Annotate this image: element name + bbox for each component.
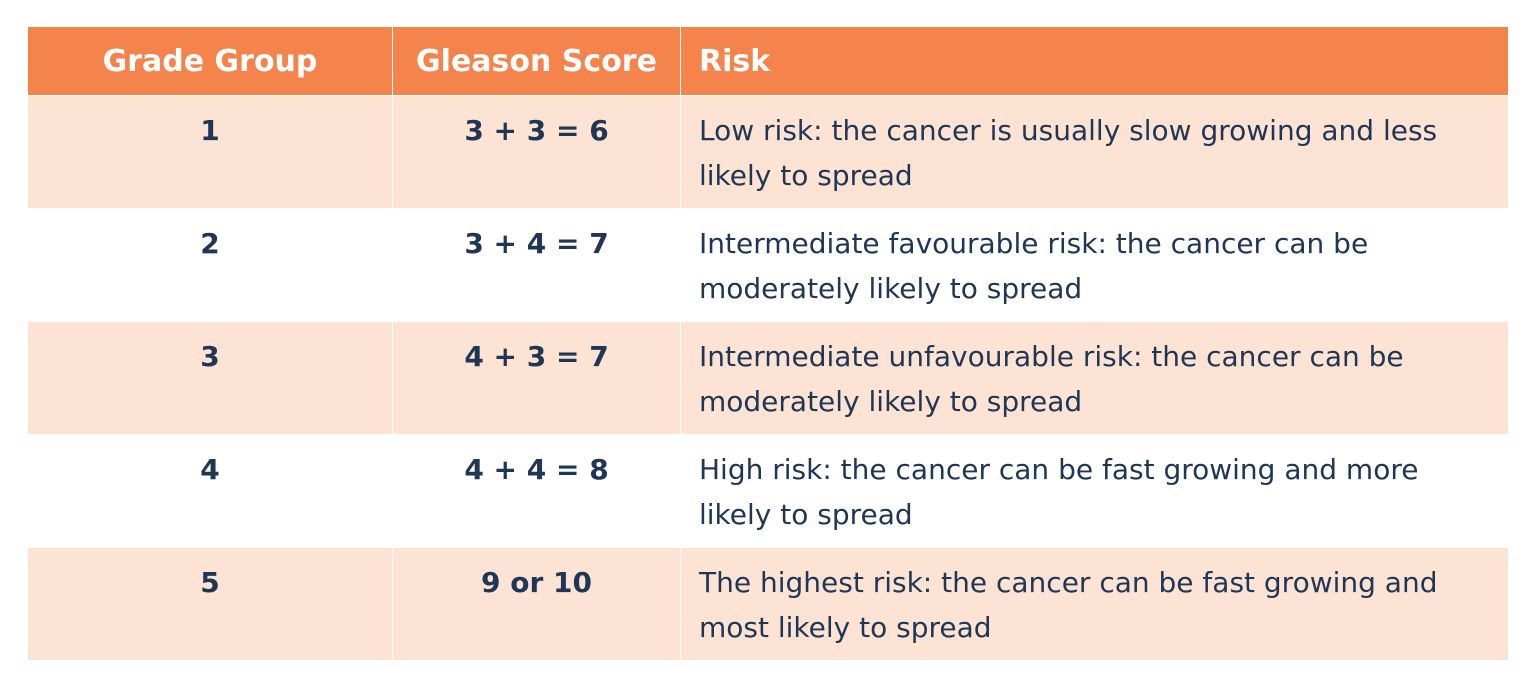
risk-cell: Intermediate favourable risk: the cancer…	[681, 209, 1508, 321]
gleason-score-cell: 4 + 4 = 8	[393, 435, 680, 547]
header-cell: Gleason Score	[393, 27, 680, 95]
gleason-score-cell: 3 + 3 = 6	[393, 96, 680, 208]
risk-cell: Intermediate unfavourable risk: the canc…	[681, 322, 1508, 434]
risk-cell: Low risk: the cancer is usually slow gro…	[681, 96, 1508, 208]
risk-cell: High risk: the cancer can be fast growin…	[681, 435, 1508, 547]
gleason-table: Grade Group Gleason Score Risk 1 3 + 3 = 6 Lo…	[28, 27, 1508, 660]
grade-group-cell: 5	[28, 548, 392, 660]
gleason-score-cell: 3 + 4 = 7	[393, 209, 680, 321]
grade-group-cell: 1	[28, 96, 392, 208]
header-cell: Risk	[681, 27, 1508, 95]
header-cell: Grade Group	[28, 27, 392, 95]
risk-cell: The highest risk: the cancer can be fast…	[681, 548, 1508, 660]
grade-group-cell: 4	[28, 435, 392, 547]
gleason-score-cell: 4 + 3 = 7	[393, 322, 680, 434]
grade-group-cell: 2	[28, 209, 392, 321]
gleason-score-cell: 9 or 10	[393, 548, 680, 660]
grade-group-cell: 3	[28, 322, 392, 434]
